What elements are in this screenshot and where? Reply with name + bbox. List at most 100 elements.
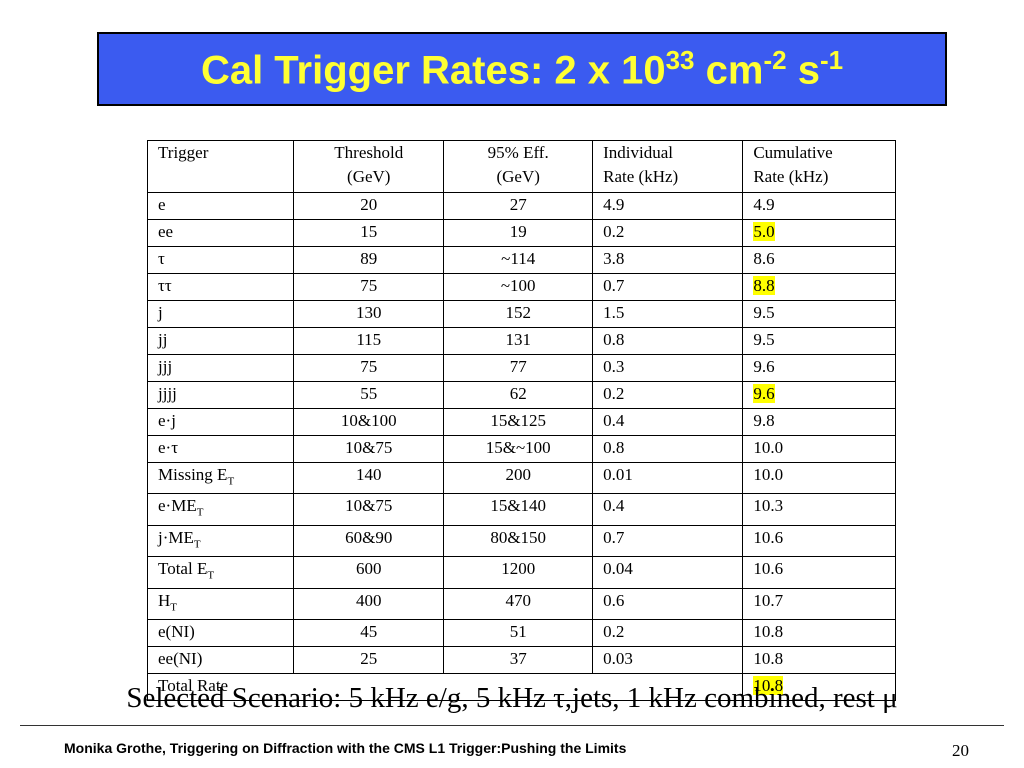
total-label: Total Rate [146, 672, 744, 701]
trigger-rates-table: Trigger Threshold (GeV) 95% Eff. (GeV) Ind… [146, 140, 896, 701]
cell-efficiency: 131 [443, 327, 594, 355]
cell-cumulative-rate: 10.6 [742, 524, 896, 558]
cell-cumulative-rate: 10.0 [742, 435, 896, 463]
cell-cumulative-rate: 10.6 [742, 556, 896, 589]
cell-threshold: 20 [293, 192, 445, 220]
cell-trigger: j [146, 300, 295, 328]
cell-trigger: ee(NI) [146, 645, 295, 674]
cell-trigger: jjj [146, 354, 295, 382]
cell-trigger: e·τ [146, 435, 295, 463]
cell-threshold: 75 [293, 354, 445, 382]
cell-trigger: e [146, 192, 295, 220]
page-number: 20 [952, 741, 969, 760]
cell-individual-rate: 0.3 [592, 354, 744, 382]
title-s-exponent: -1 [819, 44, 844, 75]
cell-efficiency: 152 [443, 300, 594, 328]
cell-individual-rate: 3.8 [592, 246, 744, 274]
table-row: e(NI) 45 51 0.2 10.8 [146, 618, 896, 647]
cell-trigger: e·j [146, 408, 295, 436]
selected-scenario-text: Selected Scenario: 5 kHz e/g, 5 kHz τ,je… [126, 682, 898, 714]
cell-trigger: jj [146, 327, 295, 355]
title-unit-cm: cm [694, 48, 764, 93]
cell-threshold: 10&100 [293, 408, 445, 436]
cell-cumulative-rate: 10.0 [742, 461, 896, 495]
cell-efficiency: 27 [443, 192, 594, 220]
cell-trigger: τ [146, 246, 295, 274]
table-row: j·MET 60&90 80&150 0.7 10.6 [146, 524, 896, 558]
cell-efficiency: 15&125 [443, 408, 594, 436]
table-row: HT 400 470 0.6 10.7 [146, 587, 896, 620]
cell-individual-rate: 0.6 [592, 587, 744, 620]
title-unit-s: s [786, 48, 820, 93]
footer-citation: Monika Grothe, Triggering on Diffraction… [64, 740, 627, 756]
cell-trigger: HT [146, 587, 295, 620]
cell-efficiency: 15&140 [443, 493, 594, 526]
cell-cumulative-rate: 10.3 [742, 493, 896, 526]
table-row: ee(NI) 25 37 0.03 10.8 [146, 645, 896, 674]
cell-threshold: 60&90 [293, 524, 445, 558]
cell-individual-rate: 1.5 [592, 300, 744, 328]
table-row: e 20 27 4.9 4.9 [146, 192, 896, 220]
cell-individual-rate: 4.9 [592, 192, 744, 220]
cell-individual-rate: 0.04 [592, 556, 744, 589]
cell-threshold: 130 [293, 300, 445, 328]
table-row: τ 89 ~114 3.8 8.6 [146, 246, 896, 274]
cell-trigger: ee [146, 219, 295, 247]
cell-threshold: 600 [293, 556, 445, 589]
cell-efficiency: 15&~100 [443, 435, 594, 463]
cell-trigger: Total ET [146, 556, 295, 589]
cell-individual-rate: 0.2 [592, 618, 744, 647]
cell-cumulative-rate: 9.5 [742, 327, 896, 355]
table-header-row: Trigger Threshold (GeV) 95% Eff. (GeV) Ind… [146, 140, 896, 193]
footer-divider [20, 725, 1004, 726]
table-row: jjj 75 77 0.3 9.6 [146, 354, 896, 382]
cell-individual-rate: 0.7 [592, 273, 744, 301]
cell-trigger: e·MET [146, 493, 295, 526]
cell-threshold: 89 [293, 246, 445, 274]
cell-threshold: 10&75 [293, 435, 445, 463]
cell-cumulative-rate: 8.8 [742, 273, 896, 301]
cell-trigger: jjjj [146, 381, 295, 409]
cell-cumulative-rate: 9.6 [742, 354, 896, 382]
header-threshold: Threshold (GeV) [293, 140, 445, 193]
table-row: e·MET 10&75 15&140 0.4 10.3 [146, 493, 896, 526]
cell-trigger: ττ [146, 273, 295, 301]
cell-individual-rate: 0.7 [592, 524, 744, 558]
cell-trigger: Missing ET [146, 461, 295, 495]
header-cumulative-rate: Cumulative Rate (kHz) [742, 140, 896, 193]
cell-efficiency: 80&150 [443, 524, 594, 558]
cell-efficiency: 200 [443, 461, 594, 495]
cell-efficiency: 470 [443, 587, 594, 620]
cell-cumulative-rate: 9.8 [742, 408, 896, 436]
cell-trigger: e(NI) [146, 618, 295, 647]
table-row: Total ET 600 1200 0.04 10.6 [146, 556, 896, 589]
cell-efficiency: 1200 [443, 556, 594, 589]
cell-threshold: 25 [293, 645, 445, 674]
cell-threshold: 400 [293, 587, 445, 620]
cell-threshold: 15 [293, 219, 445, 247]
cell-cumulative-rate: 10.7 [742, 587, 896, 620]
table-row: jj 115 131 0.8 9.5 [146, 327, 896, 355]
cell-individual-rate: 0.8 [592, 327, 744, 355]
cell-cumulative-rate: 8.6 [742, 246, 896, 274]
cell-threshold: 10&75 [293, 493, 445, 526]
cell-threshold: 45 [293, 618, 445, 647]
table-row: e·τ 10&75 15&~100 0.8 10.0 [146, 435, 896, 463]
table-row: ττ 75 ~100 0.7 8.8 [146, 273, 896, 301]
cell-individual-rate: 0.2 [592, 219, 744, 247]
slide-title: Cal Trigger Rates: 2 x 1033 cm-2 s-1 [201, 45, 843, 93]
table-row: Missing ET 140 200 0.01 10.0 [146, 461, 896, 495]
cell-efficiency: ~114 [443, 246, 594, 274]
title-banner: Cal Trigger Rates: 2 x 1033 cm-2 s-1 [97, 32, 947, 106]
cell-cumulative-rate: 10.8 [742, 618, 896, 647]
cell-cumulative-rate: 4.9 [742, 192, 896, 220]
cell-cumulative-rate: 10.8 [742, 645, 896, 674]
cell-threshold: 140 [293, 461, 445, 495]
cell-individual-rate: 0.8 [592, 435, 744, 463]
title-cm-exponent: -2 [763, 44, 787, 75]
cell-efficiency: 19 [443, 219, 594, 247]
cell-trigger: j·MET [146, 524, 295, 558]
header-efficiency: 95% Eff. (GeV) [443, 140, 594, 193]
cell-efficiency: 62 [443, 381, 594, 409]
cell-cumulative-rate: 9.5 [742, 300, 896, 328]
